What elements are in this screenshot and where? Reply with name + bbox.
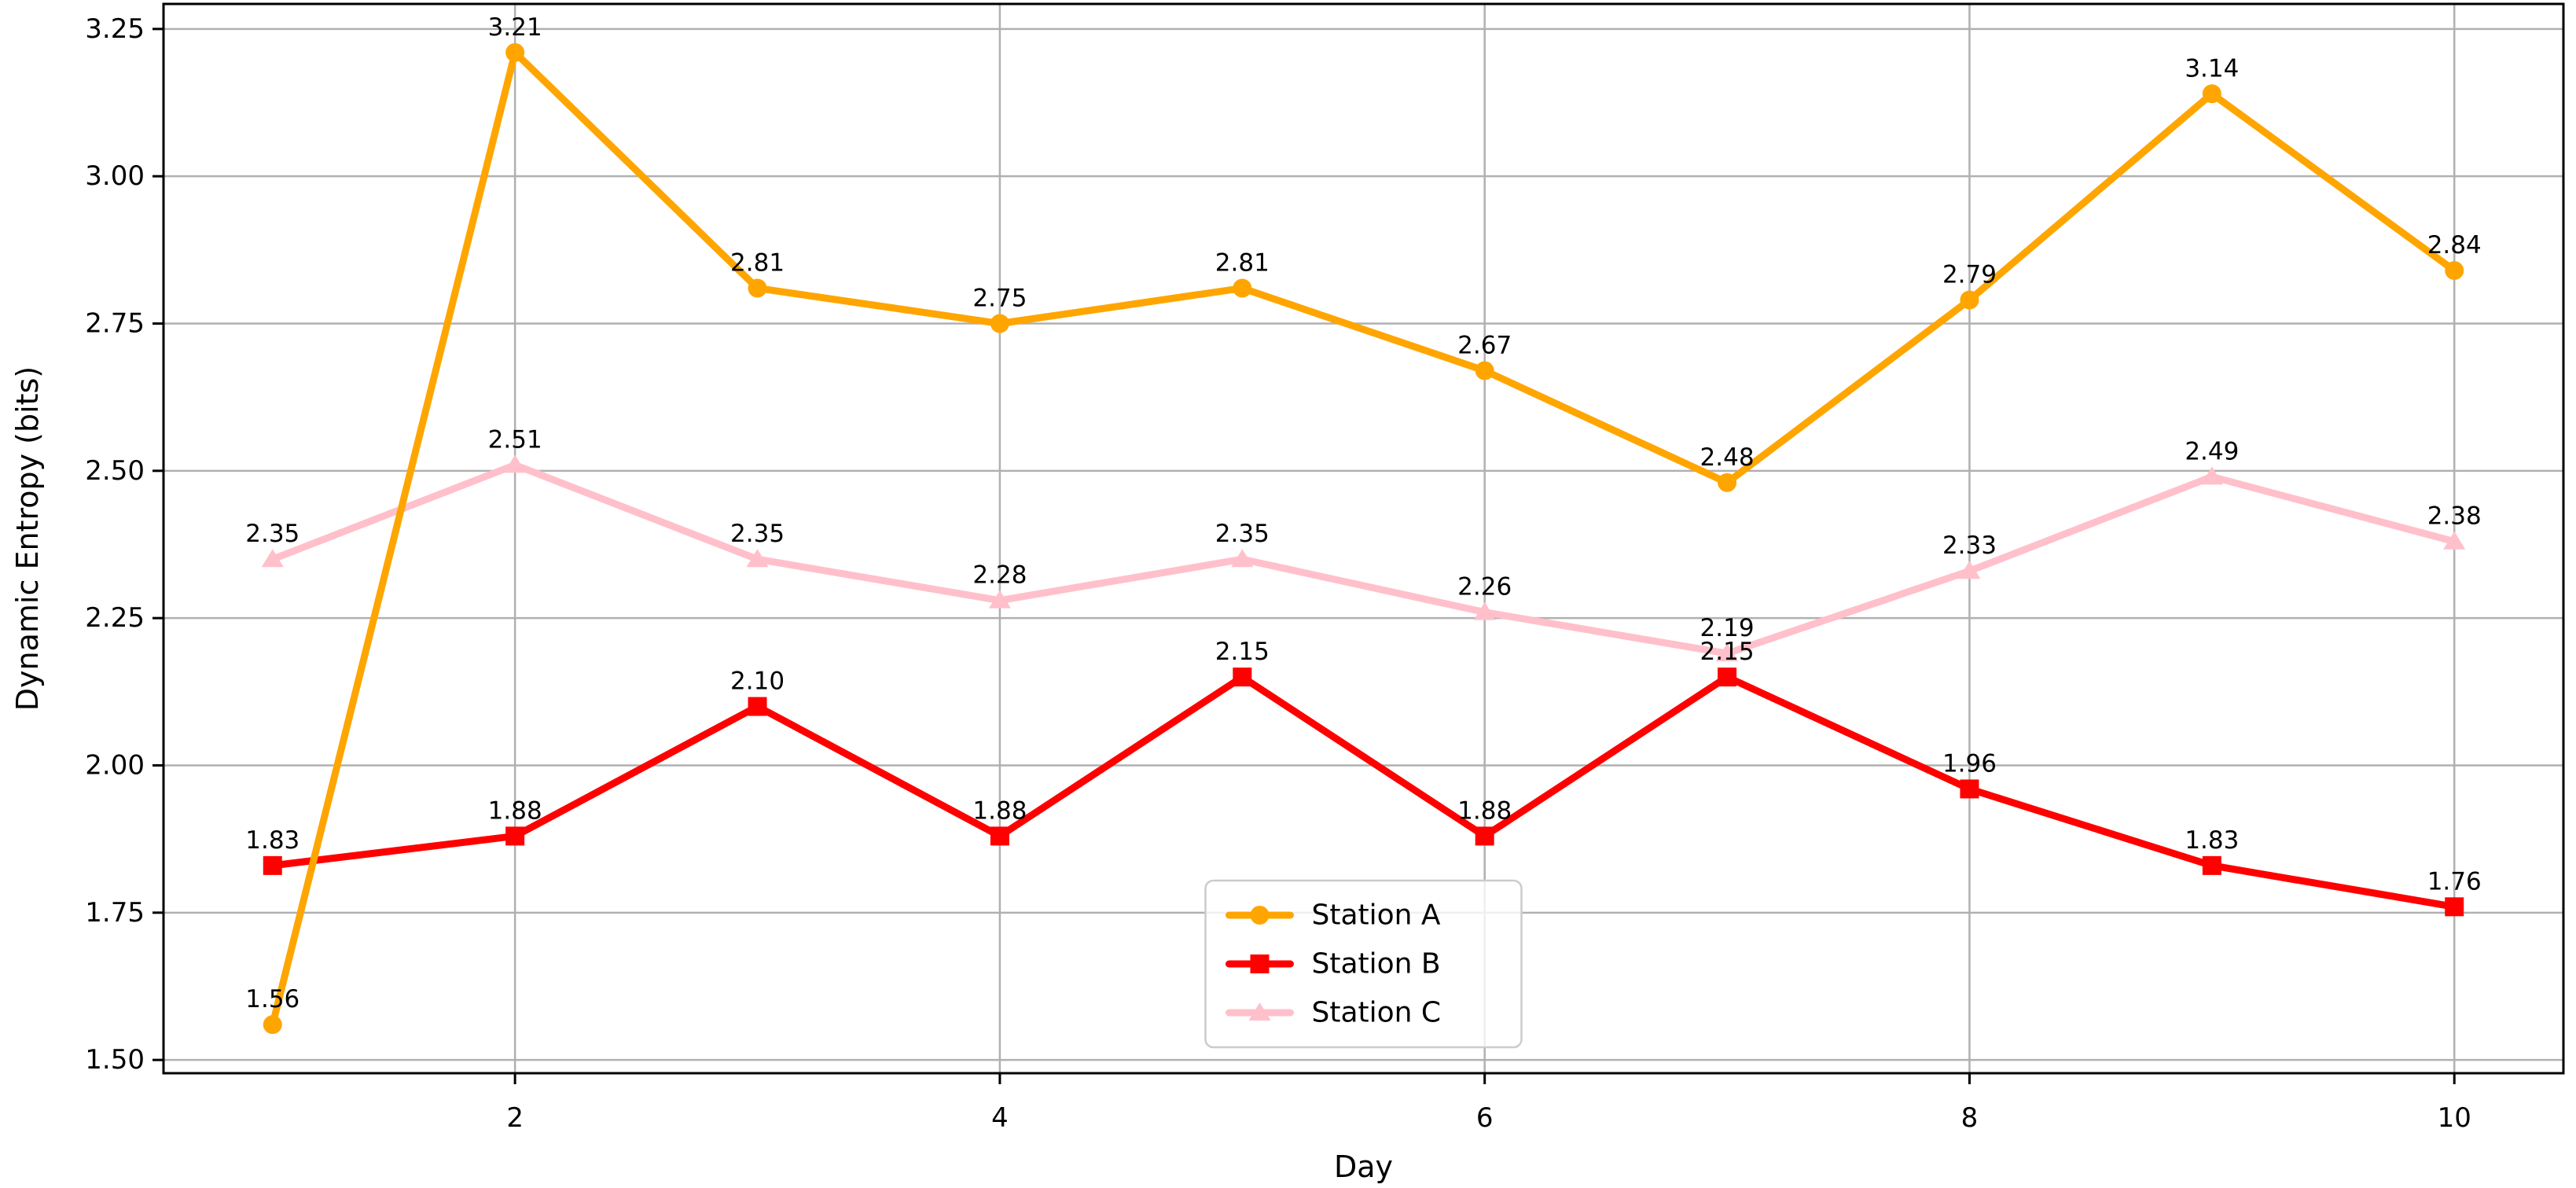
- data-point-marker-station-c: [504, 454, 527, 473]
- data-point-marker-station-b: [2445, 897, 2464, 917]
- x-tick-label: 10: [2438, 1102, 2471, 1134]
- data-point-marker-station-c: [1473, 601, 1496, 620]
- data-point-label-station-b: 1.88: [1457, 796, 1512, 825]
- data-point-label-station-a: 2.48: [1700, 443, 1755, 472]
- data-point-label-station-b: 2.15: [1700, 638, 1755, 666]
- data-point-marker-station-b: [2202, 855, 2221, 875]
- y-tick-label: 3.25: [85, 13, 145, 45]
- data-point-label-station-a: 1.56: [245, 985, 299, 1013]
- data-point-label-station-c: 2.19: [1700, 614, 1755, 642]
- y-tick-label: 2.50: [85, 455, 145, 487]
- x-tick-label: 8: [1961, 1102, 1979, 1134]
- data-point-marker-station-c: [1958, 561, 1981, 579]
- data-point-marker-station-c: [2443, 531, 2466, 550]
- data-point-marker-station-c: [1231, 549, 1254, 568]
- data-point-label-station-b: 1.83: [2185, 826, 2239, 855]
- y-tick-label: 1.50: [85, 1044, 145, 1076]
- y-tick-label: 2.00: [85, 749, 145, 781]
- x-axis-label: Day: [1334, 1149, 1393, 1184]
- data-point-label-station-a: 3.21: [488, 13, 542, 42]
- data-point-label-station-b: 1.88: [972, 796, 1027, 825]
- y-tick-label: 3.00: [85, 160, 145, 192]
- data-point-label-station-c: 2.26: [1457, 573, 1512, 601]
- data-point-marker-station-c: [746, 549, 769, 568]
- data-point-label-station-a: 2.75: [972, 285, 1027, 313]
- series-line-station-b: [269, 673, 2458, 910]
- series-line-station-c: [269, 461, 2458, 657]
- data-point-marker-station-b: [1960, 779, 1979, 799]
- data-point-label-station-a: 2.81: [730, 249, 785, 278]
- data-point-marker-station-a: [990, 314, 1009, 333]
- legend-marker-station-b: [1250, 954, 1270, 973]
- legend-marker-station-c: [1248, 1002, 1271, 1021]
- data-point-marker-station-a: [1960, 290, 1979, 310]
- data-point-marker-station-a: [1475, 361, 1494, 381]
- data-point-marker-station-c: [1716, 643, 1739, 662]
- data-point-marker-station-b: [1233, 668, 1252, 687]
- data-point-label-station-a: 2.67: [1457, 331, 1512, 359]
- data-point-marker-station-a: [2202, 84, 2221, 104]
- legend-box: [1204, 879, 1523, 1049]
- data-point-marker-station-a: [1718, 473, 1737, 492]
- data-point-label-station-b: 1.88: [488, 796, 542, 825]
- data-point-marker-station-b: [505, 826, 525, 846]
- y-tick-label: 1.75: [85, 897, 145, 929]
- y-tick-label: 2.75: [85, 308, 145, 340]
- x-tick-label: 2: [506, 1102, 524, 1134]
- y-axis-label: Dynamic Entropy (bits): [10, 366, 45, 711]
- data-point-label-station-c: 2.35: [730, 520, 785, 548]
- data-point-marker-station-a: [748, 278, 767, 298]
- x-tick-label: 4: [991, 1102, 1009, 1134]
- data-point-label-station-a: 2.81: [1215, 249, 1270, 278]
- data-point-marker-station-a: [505, 42, 525, 62]
- data-point-marker-station-c: [988, 590, 1011, 609]
- data-point-label-station-b: 1.76: [2427, 867, 2482, 896]
- data-point-marker-station-b: [1475, 826, 1494, 846]
- legend-item-label-station-c: Station C: [1312, 997, 1442, 1029]
- x-tick-label: 6: [1476, 1102, 1494, 1134]
- legend-marker-station-a: [1250, 906, 1270, 925]
- data-point-label-station-c: 2.51: [488, 425, 542, 454]
- data-point-label-station-b: 1.96: [1942, 749, 1997, 778]
- data-point-marker-station-a: [1233, 278, 1252, 298]
- data-point-marker-station-c: [261, 549, 284, 568]
- data-point-label-station-b: 2.10: [730, 668, 785, 696]
- data-point-label-station-a: 2.84: [2427, 231, 2482, 259]
- data-point-label-station-b: 1.83: [245, 826, 299, 855]
- data-point-label-station-c: 2.38: [2427, 502, 2482, 531]
- series-line-station-a: [269, 49, 2458, 1028]
- data-point-label-station-c: 2.33: [1942, 531, 1997, 560]
- data-point-marker-station-b: [1718, 668, 1737, 687]
- data-point-marker-station-b: [990, 826, 1009, 846]
- y-tick-label: 2.25: [85, 602, 145, 634]
- data-point-marker-station-a: [2445, 261, 2464, 281]
- data-point-marker-station-b: [263, 855, 282, 875]
- data-point-label-station-b: 2.15: [1215, 638, 1270, 666]
- data-point-label-station-c: 2.35: [245, 520, 299, 548]
- data-point-label-station-c: 2.49: [2185, 437, 2239, 465]
- data-point-marker-station-c: [2200, 466, 2223, 485]
- plot-border: [162, 2, 2565, 1075]
- data-point-label-station-c: 2.28: [972, 561, 1027, 590]
- legend-item-label-station-b: Station B: [1312, 948, 1441, 980]
- data-point-marker-station-a: [263, 1015, 282, 1035]
- data-point-label-station-a: 2.79: [1942, 261, 1997, 289]
- data-point-marker-station-b: [748, 697, 767, 716]
- data-point-label-station-c: 2.35: [1215, 520, 1270, 548]
- legend-item-label-station-a: Station A: [1312, 899, 1441, 932]
- data-point-label-station-a: 3.14: [2185, 54, 2239, 83]
